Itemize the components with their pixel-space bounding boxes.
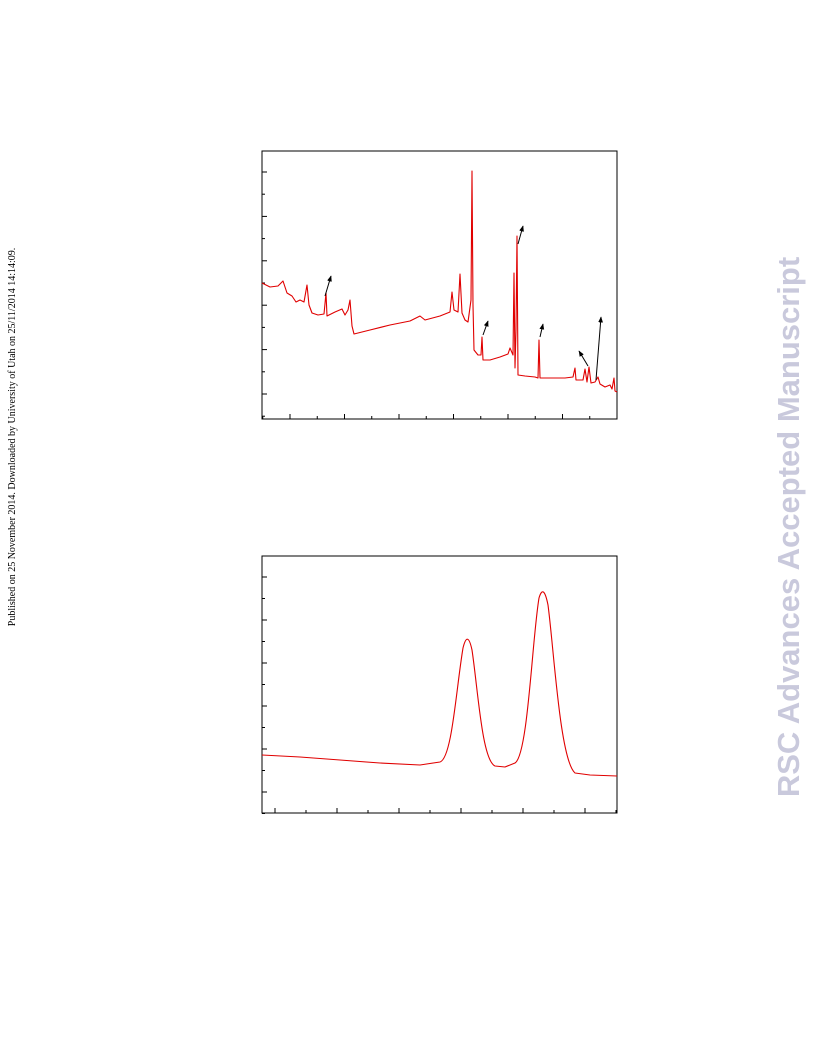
arrow xyxy=(324,275,332,297)
spectrum xyxy=(261,591,618,777)
plot-frame xyxy=(261,150,618,420)
ticks xyxy=(262,576,617,814)
sidebar-text: Published on 25 November 2014. Downloade… xyxy=(7,248,18,626)
arrow xyxy=(595,316,603,381)
watermark: RSC Advances Accepted Manuscript xyxy=(771,257,806,797)
figure-top xyxy=(261,150,618,420)
ticks xyxy=(262,171,618,419)
arrow xyxy=(482,320,489,336)
arrow xyxy=(517,225,524,245)
spectrum xyxy=(261,170,618,393)
arrow xyxy=(578,350,589,367)
plot-frame xyxy=(261,555,618,814)
figure-bottom xyxy=(261,555,618,814)
arrow xyxy=(539,323,545,338)
